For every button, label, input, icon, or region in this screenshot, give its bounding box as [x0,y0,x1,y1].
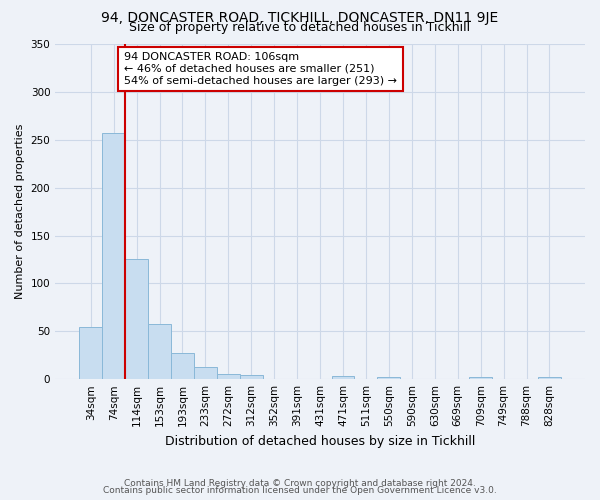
Bar [79,326,102,379]
Y-axis label: Number of detached properties: Number of detached properties [15,124,25,300]
Bar [332,376,355,379]
X-axis label: Distribution of detached houses by size in Tickhill: Distribution of detached houses by size … [165,434,475,448]
Bar [217,374,240,379]
Bar [194,366,217,379]
Bar [240,376,263,379]
Bar [148,324,171,379]
Text: Size of property relative to detached houses in Tickhill: Size of property relative to detached ho… [130,22,470,35]
Bar [125,258,148,379]
Bar [377,378,400,379]
Bar [469,378,492,379]
Bar [171,354,194,379]
Bar [538,378,561,379]
Bar [102,133,125,379]
Text: 94, DONCASTER ROAD, TICKHILL, DONCASTER, DN11 9JE: 94, DONCASTER ROAD, TICKHILL, DONCASTER,… [101,11,499,25]
Text: 94 DONCASTER ROAD: 106sqm
← 46% of detached houses are smaller (251)
54% of semi: 94 DONCASTER ROAD: 106sqm ← 46% of detac… [124,52,397,86]
Text: Contains public sector information licensed under the Open Government Licence v3: Contains public sector information licen… [103,486,497,495]
Text: Contains HM Land Registry data © Crown copyright and database right 2024.: Contains HM Land Registry data © Crown c… [124,478,476,488]
